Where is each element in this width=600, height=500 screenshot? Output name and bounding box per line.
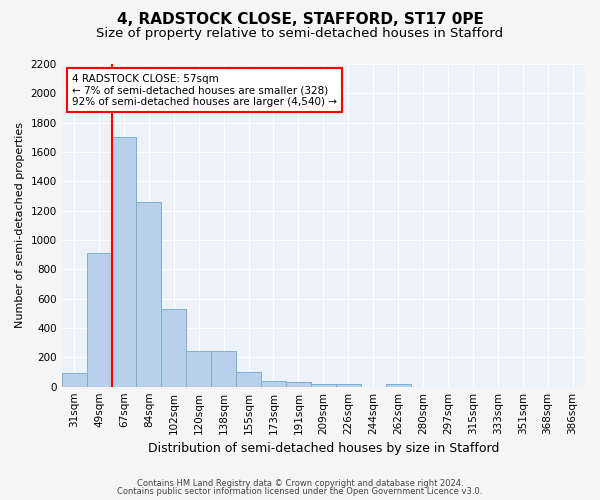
Text: 4 RADSTOCK CLOSE: 57sqm
← 7% of semi-detached houses are smaller (328)
92% of se: 4 RADSTOCK CLOSE: 57sqm ← 7% of semi-det…: [72, 74, 337, 107]
Bar: [112, 138, 136, 386]
X-axis label: Distribution of semi-detached houses by size in Stafford: Distribution of semi-detached houses by …: [148, 442, 499, 455]
Bar: [286, 382, 311, 386]
Text: Contains HM Land Registry data © Crown copyright and database right 2024.: Contains HM Land Registry data © Crown c…: [137, 478, 463, 488]
Text: Size of property relative to semi-detached houses in Stafford: Size of property relative to semi-detach…: [97, 28, 503, 40]
Bar: [86, 253, 112, 386]
Bar: [186, 352, 211, 386]
Bar: [311, 384, 336, 386]
Text: 4, RADSTOCK CLOSE, STAFFORD, ST17 0PE: 4, RADSTOCK CLOSE, STAFFORD, ST17 0PE: [116, 12, 484, 28]
Y-axis label: Number of semi-detached properties: Number of semi-detached properties: [15, 122, 25, 328]
Bar: [386, 384, 410, 386]
Bar: [236, 372, 261, 386]
Bar: [336, 384, 361, 386]
Bar: [261, 381, 286, 386]
Bar: [136, 202, 161, 386]
Text: Contains public sector information licensed under the Open Government Licence v3: Contains public sector information licen…: [118, 487, 482, 496]
Bar: [161, 309, 186, 386]
Bar: [62, 374, 86, 386]
Bar: [211, 352, 236, 386]
